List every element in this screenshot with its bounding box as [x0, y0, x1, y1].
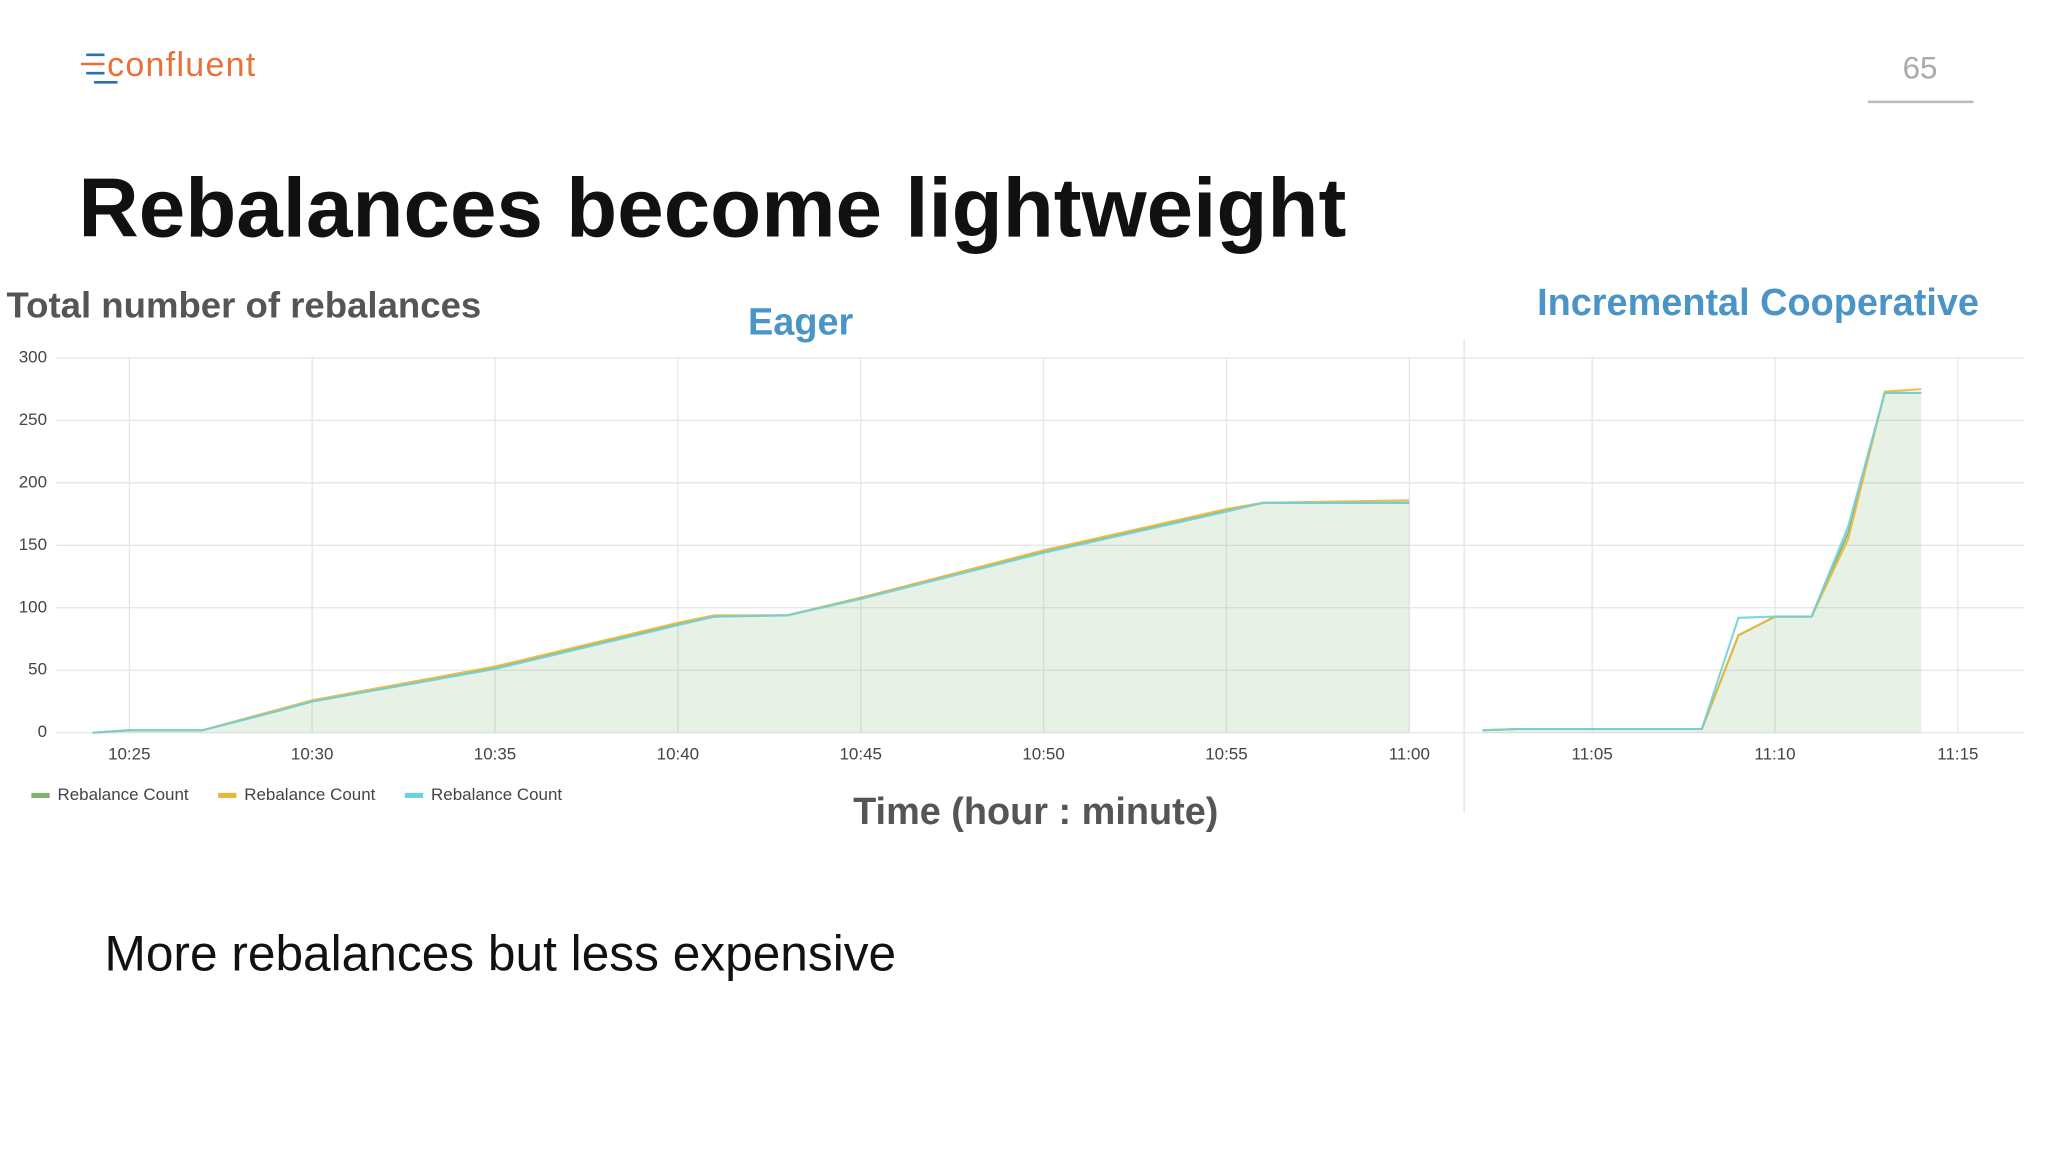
y-tick-label: 200 [19, 472, 47, 491]
x-tick-label: 10:45 [840, 744, 882, 763]
y-tick-label: 300 [19, 347, 47, 366]
legend-label: Rebalance Count [431, 785, 562, 804]
x-tick-label: 10:40 [657, 744, 699, 763]
x-tick-label: 10:55 [1205, 744, 1247, 763]
y-tick-label: 100 [19, 597, 47, 616]
x-tick-label: 11:15 [1937, 744, 1978, 763]
x-tick-label: 10:25 [108, 744, 150, 763]
plot: 0 50 100 150 200 250 300 10:25 10:30 10:35 10:40 10… [19, 347, 2025, 804]
logo-mark [80, 53, 118, 84]
y-axis-label: Total number of rebalances [7, 284, 482, 325]
legend-label: Rebalance Count [57, 785, 188, 804]
x-tick-label: 10:30 [291, 744, 333, 763]
x-axis-label: Time (hour : minute) [853, 791, 1218, 833]
x-tick-label: 11:00 [1389, 744, 1430, 763]
page-number: 65 [1903, 50, 1938, 85]
y-tick-label: 50 [28, 660, 47, 679]
y-tick-label: 0 [38, 722, 47, 741]
y-tick-label: 150 [19, 535, 47, 554]
legend-label: Rebalance Count [244, 785, 375, 804]
panel-title: Incremental Cooperative [1537, 282, 1979, 324]
x-tick-label: 11:10 [1754, 744, 1795, 763]
slide-title: Rebalances become lightweight [78, 160, 1346, 254]
series-line [92, 391, 1922, 734]
x-tick-label: 10:35 [474, 744, 516, 763]
logo: confluent [107, 46, 257, 84]
x-tick-label: 11:05 [1572, 744, 1613, 763]
y-tick-label: 250 [19, 410, 47, 429]
bullet-text: More rebalances but less expensive [104, 925, 896, 981]
x-tick-label: 10:50 [1022, 744, 1064, 763]
panel-title: Eager [748, 301, 853, 343]
